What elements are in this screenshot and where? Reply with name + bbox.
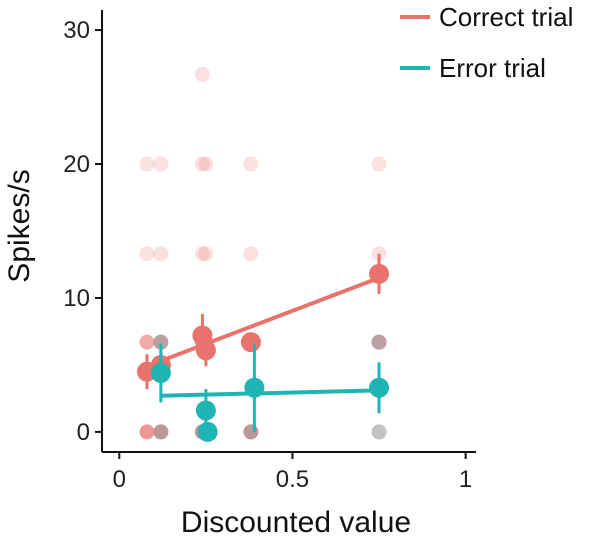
raw-point	[153, 156, 169, 172]
raw-point	[243, 156, 259, 172]
legend-label-correct-trial: Correct trial	[439, 2, 573, 32]
raw-point	[153, 334, 169, 350]
raw-point	[198, 156, 214, 172]
raw-point	[139, 246, 155, 262]
fit-line	[160, 388, 380, 398]
raw-point	[194, 66, 210, 82]
raw-point	[139, 424, 155, 440]
y-axis-title: Spikes/s	[3, 169, 36, 282]
mean-point	[197, 421, 218, 442]
mean-point	[369, 377, 390, 398]
raw-point	[198, 246, 214, 262]
mean-point	[240, 332, 261, 353]
y-tick-label: 0	[77, 419, 90, 446]
y-tick-label: 10	[63, 285, 90, 312]
y-tick-label: 30	[63, 17, 90, 44]
raw-point	[371, 424, 387, 440]
mean-point	[195, 400, 216, 421]
x-tick-label: 1	[459, 466, 472, 493]
raw-point	[194, 246, 210, 262]
raw-point	[371, 156, 387, 172]
mean-point	[244, 377, 265, 398]
raw-points-layer	[139, 66, 387, 440]
y-tick-label: 20	[63, 151, 90, 178]
mean-point	[195, 340, 216, 361]
x-tick-label: 0	[113, 466, 126, 493]
legend: Correct trial Error trial	[400, 2, 573, 83]
raw-point	[194, 156, 210, 172]
raw-point	[243, 424, 259, 440]
raw-point	[371, 334, 387, 350]
raw-point	[243, 246, 259, 262]
raw-point	[153, 424, 169, 440]
x-tick-label: 0.5	[276, 466, 309, 493]
raw-point	[139, 334, 155, 350]
mean-point	[150, 362, 171, 383]
fit-lines-layer	[146, 276, 380, 398]
raw-point	[153, 246, 169, 262]
mean-points-layer	[137, 253, 390, 442]
legend-label-error-trial: Error trial	[439, 53, 546, 83]
mean-point	[369, 263, 390, 284]
raw-point	[139, 156, 155, 172]
x-axis-title: Discounted value	[181, 506, 411, 539]
fit-line	[146, 276, 380, 369]
